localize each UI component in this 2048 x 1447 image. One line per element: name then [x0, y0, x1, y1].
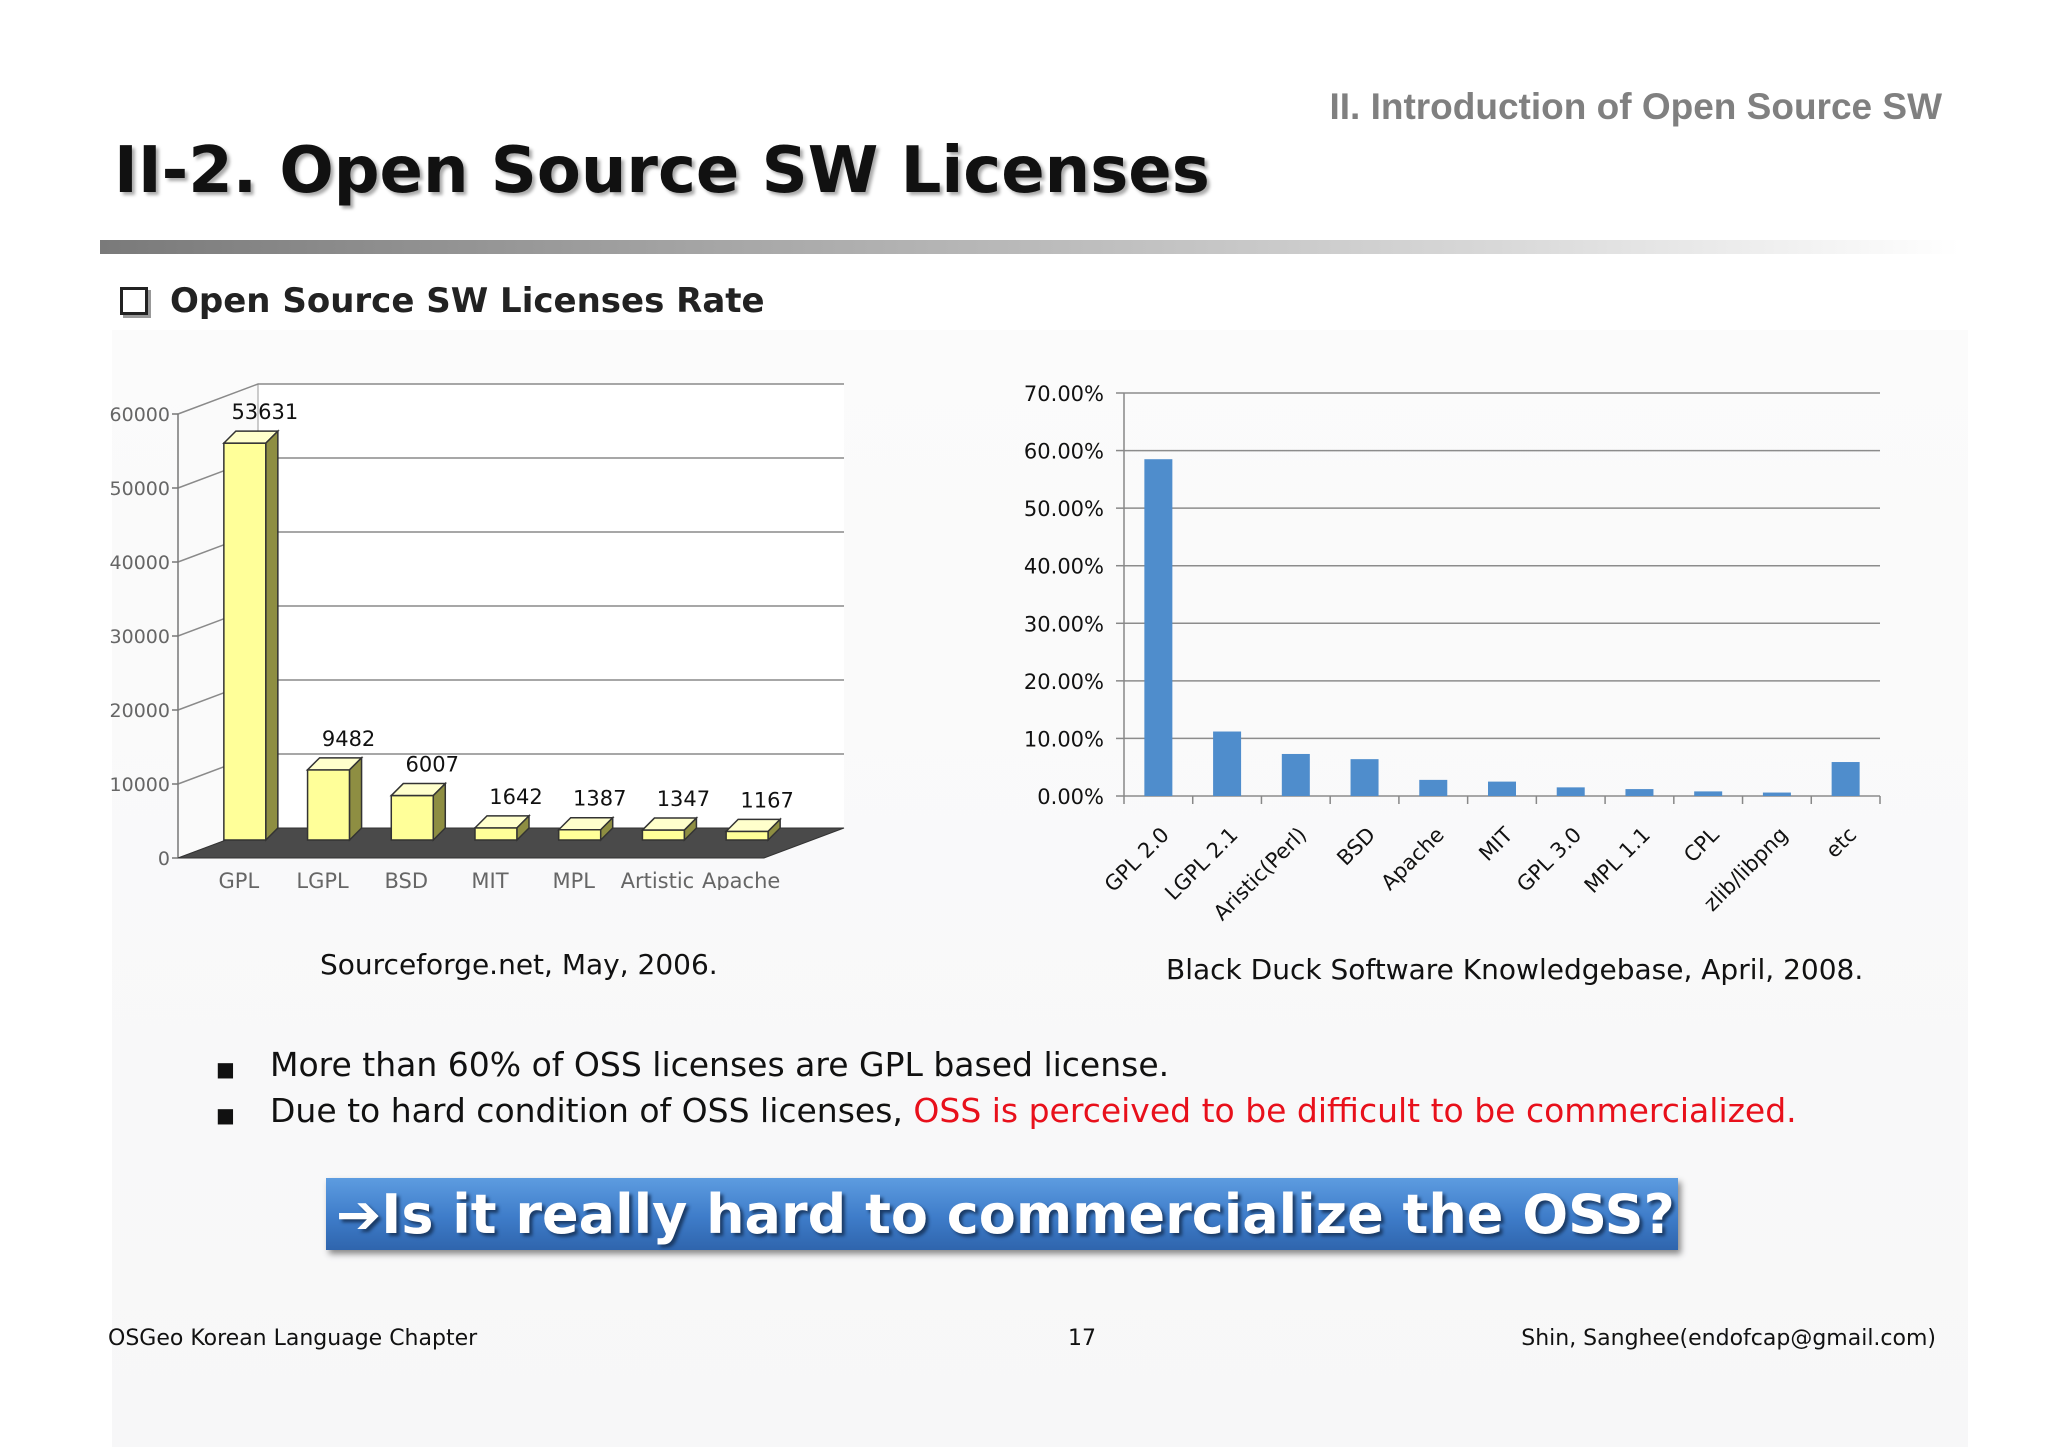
bullet-text: More than 60% of OSS licenses are GPL ba… — [270, 1045, 1170, 1084]
x-tick-label: BSD — [385, 869, 429, 890]
gridline — [177, 383, 844, 415]
x-tick-label: Apache — [702, 869, 780, 890]
bar-value-label: 1347 — [657, 787, 710, 811]
footer-left: OSGeo Korean Language Chapter — [108, 1326, 478, 1351]
bar — [1625, 789, 1654, 796]
bar-front — [557, 828, 602, 841]
bar-side — [516, 814, 530, 842]
bar-side — [348, 756, 363, 842]
title-divider — [100, 240, 1960, 254]
blackduck-chart: 0.00% 10.00% 20.00% 30.00% 40.00% 50.00% 60.00… — [1024, 382, 1881, 925]
page-number: 17 — [1068, 1326, 1096, 1351]
footer-right: Shin, Sanghee(endofcap@gmail.com) — [1521, 1326, 1936, 1351]
callout-banner: ➔Is it really hard to commercialize the … — [326, 1178, 1678, 1250]
bar — [1762, 792, 1791, 796]
y-tick-label: 20000 — [110, 700, 170, 722]
y-tick-label: 60.00% — [1024, 440, 1104, 464]
bar — [1350, 759, 1379, 796]
bar — [1694, 791, 1723, 796]
bar — [1281, 753, 1310, 796]
x-tick-label: CPL — [1679, 822, 1724, 867]
bar-value-label: 1387 — [573, 787, 626, 811]
y-tick-label: 40000 — [110, 552, 170, 574]
bar-side — [432, 781, 447, 842]
sourceforge-chart: 0 10000 20000 30000 40000 50000 60000 53631 GPL 9… — [110, 383, 845, 890]
bar — [1419, 779, 1448, 796]
bullet-text: Due to hard condition of OSS licenses, — [270, 1091, 914, 1130]
bar-value-label: 9482 — [322, 727, 375, 751]
y-tick-label: 70.00% — [1024, 382, 1104, 406]
bar-front — [474, 827, 518, 841]
y-tick-label: 30.00% — [1024, 612, 1104, 636]
x-tick-label: LGPL — [296, 869, 349, 890]
subheading: Open Source SW Licenses Rate — [120, 281, 765, 321]
bar-side — [599, 815, 614, 842]
bullet-list: ■ More than 60% of OSS licenses are GPL … — [216, 1044, 1797, 1136]
bar — [1831, 762, 1860, 796]
x-tick-label: MIT — [1474, 822, 1517, 865]
bar-side — [683, 816, 698, 842]
x-tick-label: Artistic — [621, 869, 695, 890]
y-tick-label: 50.00% — [1024, 497, 1104, 521]
bar-value-label: 53631 — [231, 400, 298, 424]
y-tick-label: 10.00% — [1024, 727, 1104, 751]
x-tick-label: etc — [1821, 823, 1861, 863]
x-tick-label: MIT — [471, 869, 508, 890]
bar — [1213, 731, 1242, 796]
y-tick-label: 50000 — [110, 478, 170, 500]
x-tick-label: GPL 3.0 — [1512, 823, 1586, 897]
square-bullet-icon: ■ — [216, 1103, 235, 1127]
checkbox-bullet-icon — [120, 287, 148, 315]
bullet-item: ■ Due to hard condition of OSS licenses,… — [216, 1090, 1797, 1136]
square-bullet-icon: ■ — [216, 1057, 235, 1081]
bullet-highlight: OSS is perceived to be difficult to be c… — [913, 1091, 1797, 1130]
y-tick-label: 10000 — [110, 774, 170, 796]
bar-front — [390, 794, 435, 841]
bar-value-label: 1167 — [740, 788, 793, 812]
x-tick-label: MPL — [552, 869, 595, 890]
bar-front — [725, 830, 769, 841]
x-tick-label: BSD — [1332, 823, 1380, 871]
bullet-item: ■ More than 60% of OSS licenses are GPL … — [216, 1044, 1797, 1090]
subheading-text: Open Source SW Licenses Rate — [170, 281, 765, 321]
y-tick-label: 20.00% — [1024, 670, 1104, 694]
y-tick-label: 60000 — [110, 404, 170, 426]
y-tick-label: 40.00% — [1024, 555, 1104, 579]
y-tick-label: 30000 — [110, 626, 170, 648]
x-tick-label: MPL 1.1 — [1580, 823, 1655, 898]
bar-side — [767, 817, 781, 842]
bar-side — [265, 429, 279, 842]
section-label: II. Introduction of Open Source SW — [1329, 86, 1942, 127]
bar-front — [223, 442, 267, 841]
y-tick-label: 0.00% — [1037, 785, 1104, 809]
bar — [1144, 459, 1173, 796]
bar — [1556, 787, 1585, 796]
x-tick-label: GPL — [219, 869, 260, 890]
bar-front — [306, 769, 351, 841]
bar-value-label: 1642 — [489, 785, 542, 809]
page-title: II-2. Open Source SW Licenses — [114, 134, 1210, 208]
y-tick-label: 0 — [158, 848, 170, 870]
chart2-caption: Black Duck Software Knowledgebase, April… — [1166, 953, 1864, 986]
bar-front — [641, 829, 686, 841]
x-tick-label: Apache — [1376, 823, 1448, 895]
bar-value-label: 6007 — [406, 753, 459, 777]
chart1-caption: Sourceforge.net, May, 2006. — [320, 948, 718, 981]
bar — [1488, 781, 1516, 796]
callout-text: ➔Is it really hard to commercialize the … — [336, 1182, 1675, 1246]
